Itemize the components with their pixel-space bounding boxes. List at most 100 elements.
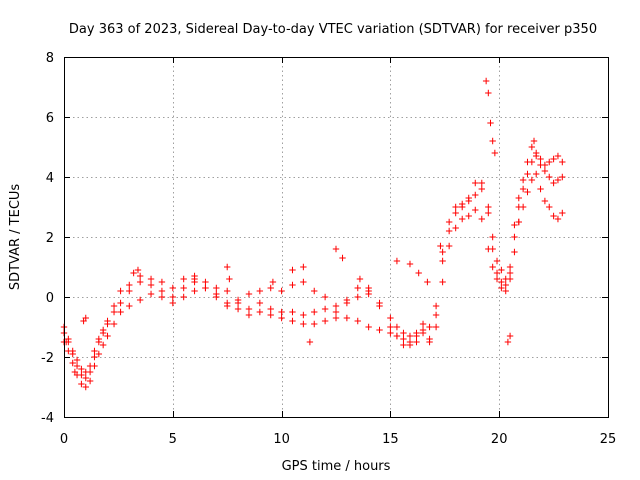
data-point xyxy=(234,296,242,304)
data-point xyxy=(485,209,492,217)
data-point xyxy=(524,188,531,196)
data-point xyxy=(245,311,253,319)
y-tick-label: 6 xyxy=(46,111,54,126)
data-point xyxy=(169,293,176,301)
data-point xyxy=(506,332,514,340)
data-point xyxy=(439,278,446,286)
data-point xyxy=(559,173,566,181)
data-point xyxy=(550,179,557,187)
data-point xyxy=(424,278,431,286)
grid xyxy=(64,57,608,417)
data-point xyxy=(485,203,492,211)
data-point xyxy=(278,308,285,316)
data-point xyxy=(511,233,518,241)
x-tick-label: 25 xyxy=(600,432,617,447)
data-point xyxy=(493,257,501,265)
data-point xyxy=(202,278,209,286)
data-point xyxy=(445,242,453,250)
data-point xyxy=(498,284,505,292)
data-point xyxy=(546,203,553,211)
data-point xyxy=(306,338,314,346)
data-point xyxy=(117,287,124,295)
data-point xyxy=(489,233,496,241)
y-tick-label: -2 xyxy=(41,351,54,366)
data-point xyxy=(245,290,253,298)
data-point xyxy=(472,191,479,199)
data-point xyxy=(445,218,453,226)
data-point xyxy=(169,299,176,307)
data-point xyxy=(311,320,318,328)
data-point xyxy=(191,287,198,295)
data-point xyxy=(169,284,176,292)
data-point xyxy=(91,353,98,361)
data-point xyxy=(289,266,296,274)
x-tick-label: 0 xyxy=(60,432,68,447)
data-point xyxy=(439,248,446,256)
data-point xyxy=(130,269,137,277)
data-point xyxy=(136,296,144,304)
data-point xyxy=(321,317,329,325)
data-point xyxy=(321,305,329,313)
data-point xyxy=(400,341,407,349)
data-point xyxy=(158,287,166,295)
data-point xyxy=(278,287,285,295)
data-point xyxy=(332,302,340,310)
data-point xyxy=(393,257,401,265)
data-point xyxy=(267,305,274,313)
data-point xyxy=(400,329,407,337)
data-point xyxy=(213,284,220,292)
data-point xyxy=(554,152,562,160)
data-point xyxy=(519,176,527,184)
data-point xyxy=(482,77,490,85)
data-point xyxy=(126,281,133,289)
data-points xyxy=(60,77,566,391)
data-point xyxy=(356,275,364,283)
data-point xyxy=(432,323,440,331)
data-point xyxy=(289,317,296,325)
data-point xyxy=(546,158,553,166)
data-point xyxy=(86,377,94,385)
data-point xyxy=(478,215,485,223)
x-tick-label: 20 xyxy=(491,432,508,447)
data-point xyxy=(415,269,422,277)
data-point xyxy=(224,287,231,295)
data-point xyxy=(69,359,76,367)
data-point xyxy=(537,185,544,193)
data-point xyxy=(73,362,81,370)
data-point xyxy=(158,278,166,286)
data-point xyxy=(82,368,89,376)
data-point xyxy=(289,281,296,289)
data-point xyxy=(524,158,531,166)
data-point xyxy=(343,314,351,322)
data-point xyxy=(478,179,485,187)
data-point xyxy=(459,215,466,223)
data-point xyxy=(452,209,459,217)
data-point xyxy=(452,203,459,211)
data-point xyxy=(117,308,124,316)
data-point xyxy=(502,275,509,283)
data-point xyxy=(73,356,81,364)
data-point xyxy=(419,320,427,328)
data-point xyxy=(86,362,94,370)
data-point xyxy=(311,308,318,316)
data-point xyxy=(78,371,85,379)
data-point xyxy=(343,296,351,304)
data-point xyxy=(354,284,361,292)
data-point xyxy=(491,149,499,157)
data-point xyxy=(300,320,307,328)
data-point xyxy=(300,263,307,271)
data-point xyxy=(332,308,340,316)
data-point xyxy=(541,167,549,175)
y-axis-label: SDTVAR / TECUs xyxy=(8,184,23,291)
data-point xyxy=(82,374,89,382)
data-point xyxy=(278,314,285,322)
data-point xyxy=(465,194,472,202)
data-point xyxy=(300,311,307,319)
data-point xyxy=(387,329,394,337)
data-point xyxy=(528,143,536,151)
data-point xyxy=(459,200,466,208)
data-point xyxy=(99,341,107,349)
data-point xyxy=(541,197,549,205)
data-point xyxy=(498,266,505,274)
data-point xyxy=(530,137,538,145)
